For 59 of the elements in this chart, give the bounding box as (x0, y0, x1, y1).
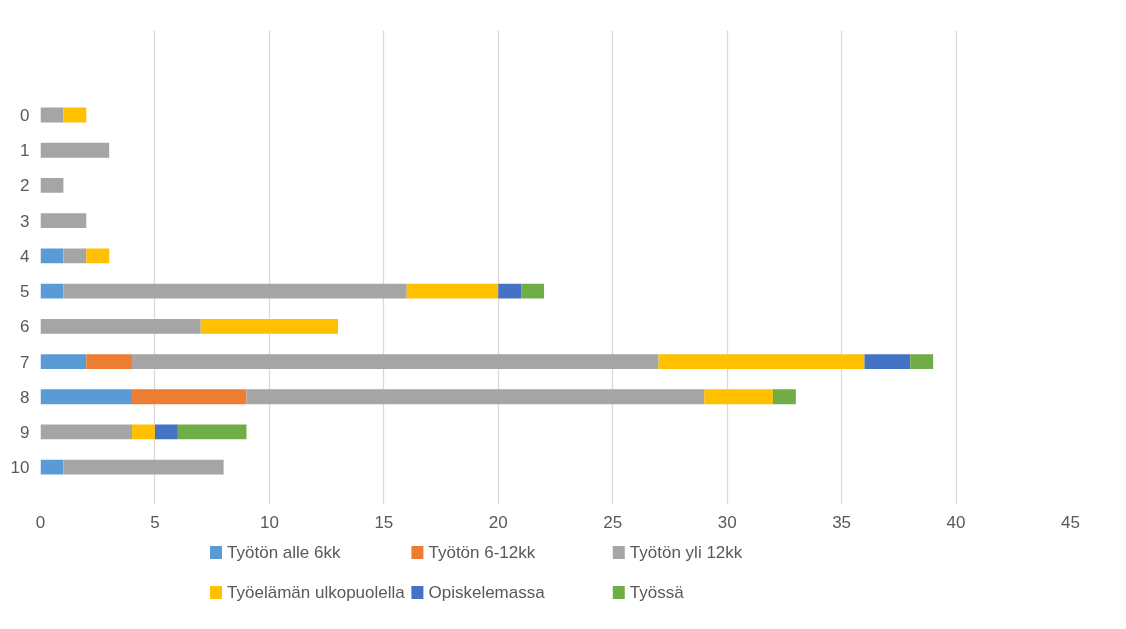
bar (704, 389, 773, 405)
bar (246, 389, 705, 405)
bar (40, 248, 64, 264)
bar (154, 424, 178, 440)
x-tick-label: 20 (488, 512, 508, 532)
x-tick-label: 0 (35, 512, 46, 532)
legend-label: Työtön yli 12kk (629, 543, 743, 562)
bar (63, 283, 407, 299)
bar (40, 389, 133, 405)
y-tick-label: 5 (20, 282, 30, 302)
y-tick-label: 7 (20, 352, 30, 372)
bar (132, 424, 155, 440)
x-tick-label: 45 (1061, 512, 1080, 532)
bar (498, 283, 522, 299)
x-tick-label: 5 (150, 512, 160, 532)
y-tick-label: 8 (20, 387, 30, 407)
bar (40, 213, 87, 229)
bar (40, 424, 133, 440)
bar (40, 354, 87, 369)
bar (200, 318, 339, 334)
bar (40, 178, 64, 193)
bar (63, 107, 87, 123)
x-tick-label: 25 (603, 512, 623, 532)
bar (521, 283, 545, 299)
bar (40, 459, 64, 475)
y-tick-label: 3 (20, 211, 30, 231)
bar (177, 424, 247, 440)
legend-label: Työtön alle 6kk (227, 543, 341, 562)
x-tick-label: 10 (259, 512, 279, 532)
bar (40, 283, 64, 299)
bar (86, 354, 133, 369)
y-tick-label: 4 (20, 246, 30, 266)
x-tick-label: 30 (717, 512, 737, 532)
legend-label: Työssä (629, 583, 685, 602)
legend-label: Opiskelemassa (428, 583, 546, 602)
bar (40, 318, 201, 334)
bar (406, 283, 499, 299)
bar (132, 354, 659, 369)
y-tick-label: 10 (10, 458, 30, 478)
legend-label: Työtön 6-12kk (428, 543, 536, 562)
bar (86, 248, 110, 264)
x-tick-label: 40 (946, 512, 966, 532)
bar (772, 389, 796, 405)
bar (40, 107, 64, 123)
x-tick-label: 15 (374, 512, 394, 532)
x-tick-label: 35 (832, 512, 852, 532)
y-tick-label: 1 (20, 141, 30, 161)
bar (658, 354, 865, 369)
bar (63, 459, 224, 475)
y-tick-label: 0 (20, 106, 30, 126)
y-tick-label: 6 (20, 317, 30, 337)
y-tick-label: 2 (20, 176, 30, 196)
bar (910, 354, 934, 369)
bar (40, 142, 110, 158)
y-tick-label: 9 (20, 422, 30, 442)
legend-label: Työelämän ulkopuolella (227, 583, 406, 602)
bar (864, 354, 911, 369)
bar (132, 389, 247, 405)
bar (63, 248, 87, 264)
